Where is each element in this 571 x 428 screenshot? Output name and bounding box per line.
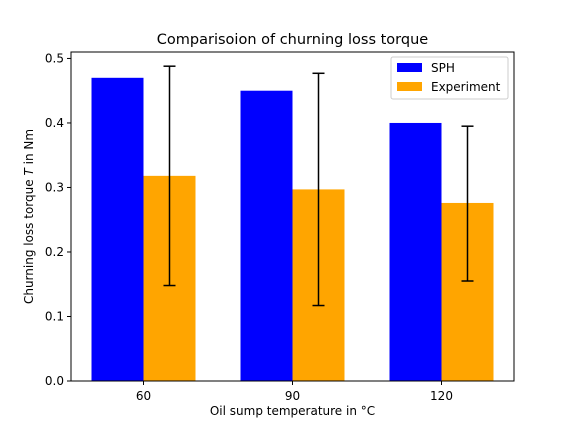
- y-tick-label: 0.2: [45, 245, 64, 259]
- y-tick-label: 0.4: [45, 116, 64, 130]
- bar-sph-120: [389, 122, 442, 381]
- x-tick-label: 60: [136, 389, 151, 403]
- chart-title: Comparisoion of churning loss torque: [157, 32, 428, 48]
- bar-sph-60: [91, 77, 144, 381]
- legend: SPH Experiment: [390, 56, 509, 100]
- legend-label-sph: SPH: [431, 61, 455, 75]
- y-tick-label: 0.1: [45, 309, 64, 323]
- y-axis-label: Churning loss torque T in Nm: [22, 129, 36, 304]
- x-axis-label: Oil sump temperature in °C: [210, 404, 375, 418]
- x-tick-label: 120: [430, 389, 453, 403]
- bars-layer: [91, 77, 494, 382]
- legend-label-experiment: Experiment: [431, 80, 501, 94]
- x-axis: 60 90 120: [136, 381, 453, 403]
- error-bars-layer: [163, 65, 474, 307]
- legend-swatch-experiment: [397, 82, 422, 91]
- y-axis: 0.0 0.1 0.2 0.3 0.4 0.5: [45, 51, 71, 388]
- x-tick-label: 90: [285, 389, 300, 403]
- y-tick-label: 0.0: [45, 374, 64, 388]
- y-tick-label: 0.3: [45, 180, 64, 194]
- legend-swatch-sph: [397, 63, 422, 72]
- y-tick-label: 0.5: [45, 51, 64, 65]
- bar-sph-90: [240, 90, 293, 382]
